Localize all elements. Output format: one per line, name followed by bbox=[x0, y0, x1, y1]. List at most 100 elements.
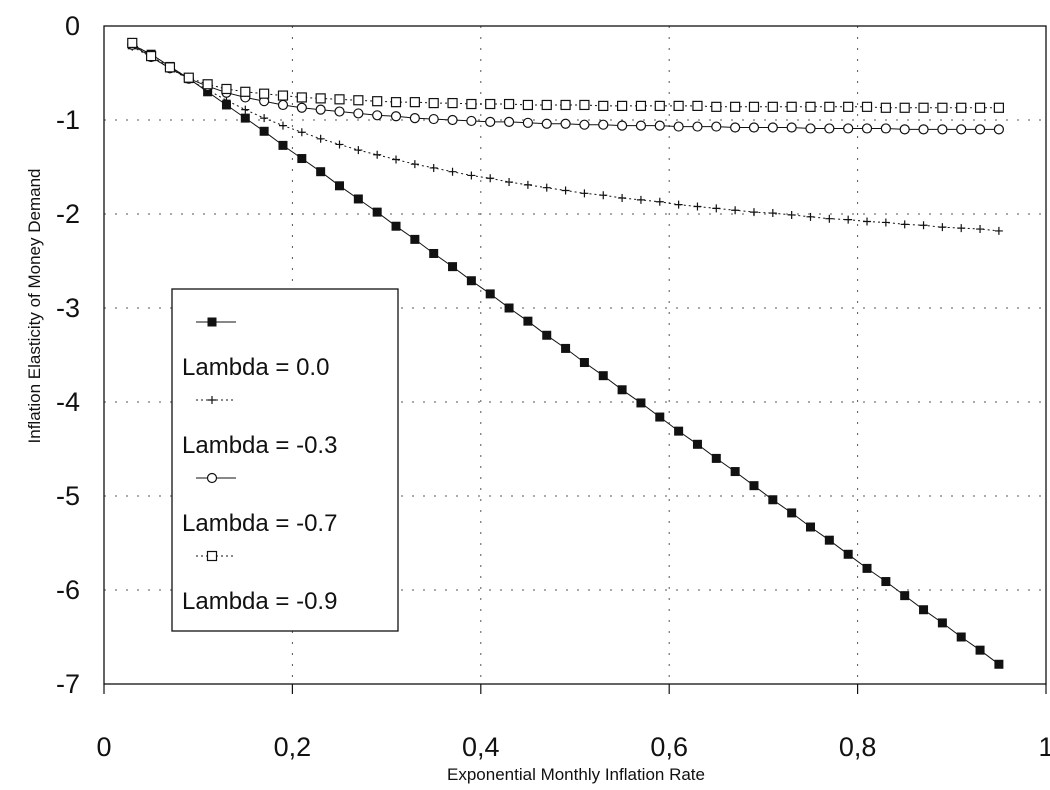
data-point bbox=[523, 316, 533, 326]
legend-box bbox=[171, 288, 399, 632]
data-point bbox=[937, 618, 947, 628]
data-point bbox=[806, 212, 815, 221]
y-tick-label: -6 bbox=[56, 575, 80, 605]
data-point bbox=[824, 101, 835, 112]
data-point bbox=[466, 115, 477, 127]
data-point bbox=[334, 106, 345, 117]
data-point bbox=[692, 121, 703, 132]
data-point bbox=[654, 120, 665, 131]
data-point bbox=[599, 191, 608, 200]
data-point bbox=[485, 98, 496, 110]
data-point bbox=[146, 50, 157, 62]
data-point bbox=[899, 102, 910, 113]
data-point bbox=[711, 121, 722, 132]
data-point bbox=[767, 101, 778, 112]
data-point bbox=[692, 100, 703, 112]
legend-entries: Lambda = 0.0 Lambda = -0.3 Lambda = -0.7 La… bbox=[182, 317, 337, 615]
data-point bbox=[976, 225, 985, 234]
data-point bbox=[937, 102, 948, 113]
data-point bbox=[636, 195, 645, 204]
series-line bbox=[132, 46, 999, 232]
y-tick-label: -7 bbox=[56, 669, 80, 699]
legend-label: Lambda = -0.9 bbox=[182, 588, 337, 615]
series-line bbox=[132, 44, 999, 130]
data-point bbox=[315, 93, 326, 104]
data-point bbox=[447, 114, 458, 126]
data-point bbox=[127, 37, 138, 49]
data-point bbox=[277, 99, 289, 111]
data-point bbox=[693, 202, 702, 211]
legend-label: Lambda = -0.3 bbox=[182, 432, 337, 459]
y-axis-title: Inflation Elasticity of Money Demand bbox=[25, 169, 44, 444]
data-point bbox=[806, 522, 815, 532]
data-point bbox=[730, 467, 740, 477]
data-point bbox=[974, 124, 986, 135]
data-point bbox=[635, 100, 647, 112]
data-point bbox=[937, 124, 948, 135]
data-point bbox=[711, 101, 722, 112]
data-point bbox=[616, 100, 628, 112]
data-point bbox=[579, 358, 589, 368]
data-point bbox=[560, 99, 571, 111]
data-point bbox=[994, 659, 1004, 669]
data-point bbox=[824, 123, 835, 134]
data-point bbox=[579, 119, 590, 130]
data-point bbox=[655, 197, 664, 206]
data-point bbox=[505, 178, 514, 187]
data-point bbox=[335, 140, 344, 149]
x-tick-label: 0,4 bbox=[462, 732, 500, 762]
data-point bbox=[786, 122, 797, 133]
data-point bbox=[749, 208, 758, 217]
data-point bbox=[825, 214, 834, 223]
data-point bbox=[843, 123, 854, 134]
data-point bbox=[466, 276, 476, 286]
data-point bbox=[467, 171, 476, 180]
data-point bbox=[993, 102, 1005, 113]
data-point bbox=[861, 123, 873, 134]
data-point bbox=[541, 118, 552, 129]
data-point bbox=[448, 167, 457, 176]
x-tick-label: 0,6 bbox=[650, 732, 688, 762]
data-point bbox=[880, 123, 891, 134]
data-point bbox=[522, 99, 534, 111]
data-point bbox=[956, 124, 967, 135]
data-point bbox=[674, 200, 683, 209]
data-point bbox=[390, 111, 402, 122]
data-point bbox=[767, 122, 778, 133]
series-1 bbox=[128, 42, 1003, 235]
data-point bbox=[241, 105, 250, 114]
series-0 bbox=[127, 40, 1004, 669]
data-point bbox=[561, 343, 571, 353]
y-tick-label: 0 bbox=[65, 11, 80, 41]
data-point bbox=[259, 88, 270, 99]
data-point bbox=[863, 217, 872, 226]
series-group bbox=[127, 37, 1005, 669]
data-point bbox=[844, 215, 853, 224]
data-point bbox=[409, 97, 420, 108]
x-tick-label: 0 bbox=[96, 732, 111, 762]
data-point bbox=[523, 180, 532, 189]
plot-area-frame bbox=[103, 25, 1047, 685]
data-point bbox=[353, 95, 364, 106]
data-point bbox=[617, 385, 627, 395]
legend-marker bbox=[208, 396, 216, 404]
data-point bbox=[956, 632, 966, 642]
data-point bbox=[598, 119, 609, 130]
y-tick-label: -4 bbox=[56, 387, 80, 417]
y-tick-label: -2 bbox=[56, 199, 80, 229]
data-point bbox=[786, 101, 797, 112]
data-point bbox=[993, 124, 1005, 135]
data-point bbox=[635, 120, 647, 131]
data-point bbox=[957, 224, 966, 233]
legend-marker bbox=[207, 317, 217, 327]
data-point bbox=[164, 62, 176, 73]
data-point bbox=[240, 86, 251, 97]
data-point bbox=[938, 223, 947, 232]
data-point bbox=[429, 248, 439, 258]
data-point bbox=[881, 218, 890, 227]
data-point bbox=[598, 371, 608, 381]
data-point bbox=[805, 101, 816, 112]
data-point bbox=[579, 99, 590, 111]
data-point bbox=[749, 481, 759, 491]
data-point bbox=[485, 116, 496, 127]
